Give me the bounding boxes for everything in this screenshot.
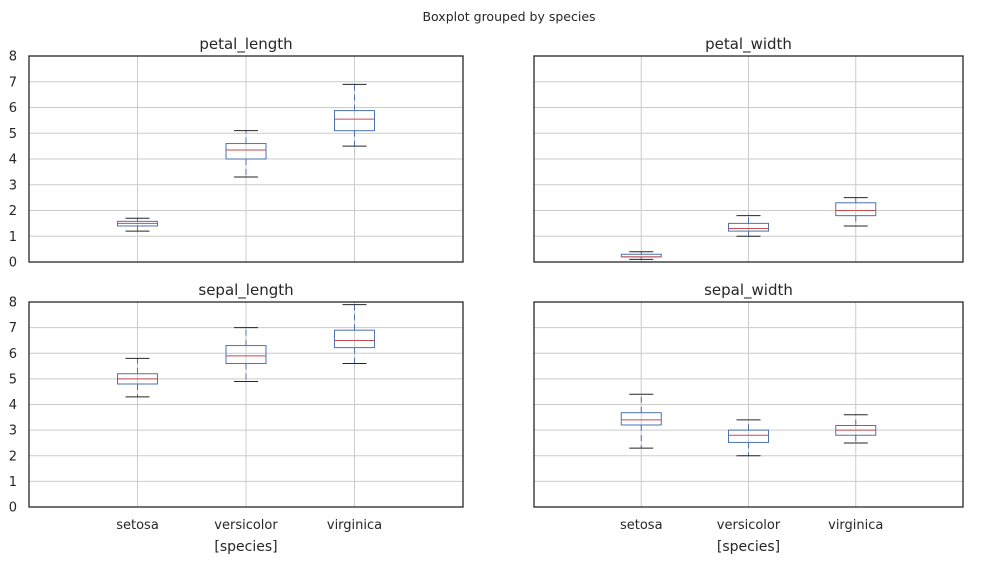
box-sepal_length-virginica [334,304,375,364]
box-iqr [728,222,769,232]
box-petal_length-versicolor [225,130,267,178]
box-sepal_width-setosa [620,393,662,449]
box-iqr [334,329,375,349]
ytick-label: 0 [9,256,17,271]
figure-suptitle: Boxplot grouped by species [422,9,595,24]
x-axis-label: [species] [717,539,780,555]
axes-frame [28,55,464,263]
ytick-label: 6 [9,101,17,116]
ytick-label: 5 [9,372,17,387]
ytick-label: 1 [9,230,17,245]
box-sepal_length-setosa [117,357,158,398]
ytick-label: 0 [9,501,17,516]
xtick-label: versicolor [717,518,781,533]
box-iqr [334,110,375,132]
box-sepal_length-versicolor [225,327,267,382]
ytick-label: 7 [9,75,17,90]
box-petal_length-virginica [334,83,375,147]
xtick-label: virginica [327,518,382,533]
panel-title: petal_width [705,35,792,54]
xtick-label: versicolor [214,518,278,533]
ytick-label: 8 [9,50,17,65]
panel-sepal_length: sepal_length 0 1 2 3 4 5 6 7 8 setosa versicolor vir… [9,281,464,555]
panel-title: sepal_length [198,281,293,300]
ytick-label: 1 [9,475,17,490]
panel-title: sepal_width [704,281,793,300]
ytick-label: 4 [9,153,17,168]
ytick-label: 3 [9,424,17,439]
panel-petal_length: petal_length 0 1 2 3 4 5 6 7 8 [9,35,464,271]
ytick-label: 2 [9,204,17,219]
box-sepal_width-virginica [835,414,877,444]
box-petal_width-virginica [835,197,877,227]
box-iqr [620,412,662,426]
box-petal_width-versicolor [728,215,769,237]
box-iqr [728,429,769,443]
box-petal_length-setosa [117,217,158,232]
ytick-label: 5 [9,127,17,142]
ytick-label: 3 [9,178,17,193]
panel-title: petal_length [199,35,292,54]
box-iqr [225,345,267,364]
ytick-label: 7 [9,321,17,336]
ytick-label: 4 [9,398,17,413]
axes-frame [533,55,964,263]
ytick-label: 6 [9,347,17,362]
ytick-label: 8 [9,296,17,311]
subplot-grid: petal_length 0 1 2 3 4 5 6 7 8 petal_width sepal_le… [9,35,964,555]
x-axis-label: [species] [214,539,277,555]
box-sepal_width-versicolor [728,419,769,457]
box-iqr [835,202,877,217]
box-petal_width-setosa [620,251,662,260]
axes-frame [533,301,964,508]
axes-frame [28,301,464,508]
xtick-label: virginica [828,518,883,533]
panel-petal_width: petal_width [533,35,964,263]
xtick-label: setosa [116,518,159,533]
ytick-label: 2 [9,449,17,464]
xtick-label: setosa [620,518,663,533]
box-iqr [225,143,267,160]
